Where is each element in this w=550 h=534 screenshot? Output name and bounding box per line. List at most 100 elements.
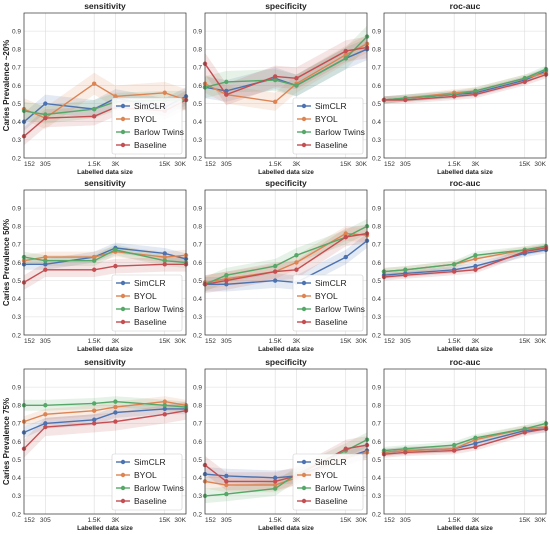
y-tick-label: 0.5 <box>193 101 202 108</box>
x-tick-label: 30K <box>355 338 367 345</box>
legend-marker-barlow-twins <box>120 306 126 312</box>
x-tick-label: 15K <box>159 517 171 524</box>
legend-label-simclr: SimCLR <box>315 278 347 288</box>
legend: SimCLR BYOL Barlow Twins Baseline <box>292 97 365 155</box>
series-line-barlow-twins <box>23 249 187 264</box>
y-tick-label: 0.7 <box>12 65 21 72</box>
legend-label-barlow-twins: Barlow Twins <box>315 483 365 493</box>
data-point-baseline <box>522 430 527 435</box>
data-point-byol <box>272 99 278 105</box>
x-tick-label: 30K <box>174 161 186 168</box>
ci-band-simclr <box>384 246 546 279</box>
x-tick-label: 1.5K <box>268 338 282 345</box>
data-point-baseline <box>91 114 97 119</box>
legend: SimCLR BYOL Barlow Twins Baseline <box>111 274 184 332</box>
x-axis-label: Labelled data size <box>437 169 493 176</box>
subplot-1-2: 0.2 0.3 0.4 0.5 0.6 0.7 0.8 0.9 152 305 1.5K 3K 15K 3… <box>372 178 549 353</box>
data-point-baseline <box>162 412 167 417</box>
y-tick-label: 0.3 <box>372 493 381 500</box>
data-point-baseline <box>224 278 229 283</box>
y-tick-label: 0.9 <box>372 28 381 35</box>
data-point-byol <box>91 254 97 260</box>
y-tick-label: 0.8 <box>372 403 381 410</box>
plot-frame <box>204 189 368 336</box>
legend-label-byol: BYOL <box>134 291 157 301</box>
data-point-baseline <box>272 479 278 484</box>
subplot-0-1: 0.2 0.3 0.4 0.5 0.6 0.7 0.8 0.9 152 305 1.5K 3K 15K 3… <box>193 1 370 176</box>
legend-box <box>111 97 183 155</box>
data-point-byol <box>91 408 97 413</box>
ci-band-byol <box>384 69 546 104</box>
x-tick-label: 152 <box>205 517 216 524</box>
legend-marker-barlow-twins <box>301 485 307 491</box>
subplot-1-0: 0.2 0.3 0.4 0.5 0.6 0.7 0.8 0.9 152 305 1.5K 3K 15K 3… <box>2 178 189 353</box>
series-line-baseline <box>23 410 187 450</box>
x-tick-label: 3K <box>292 161 301 168</box>
y-axis-label: Caries Prevalence ~20% <box>2 40 11 132</box>
legend-label-barlow-twins: Barlow Twins <box>134 483 184 493</box>
legend-label-barlow-twins: Barlow Twins <box>134 127 184 137</box>
y-tick-label: 0.4 <box>193 119 202 126</box>
data-point-baseline <box>403 97 408 103</box>
y-tick-label: 0.4 <box>12 296 21 303</box>
y-tick-label: 0.2 <box>193 155 202 162</box>
data-point-barlow-twins <box>91 401 97 406</box>
data-point-byol <box>43 254 48 260</box>
y-tick-label: 0.6 <box>372 83 381 90</box>
y-tick-label: 0.3 <box>193 493 202 500</box>
data-point-barlow-twins <box>294 83 299 88</box>
ci-band-simclr <box>384 67 546 104</box>
y-tick-label: 0.6 <box>193 260 202 267</box>
y-axis-label: Caries Prevalence 50% <box>2 219 11 306</box>
data-point-simclr <box>473 441 478 446</box>
data-point-barlow-twins <box>91 258 97 263</box>
legend-label-simclr: SimCLR <box>134 278 166 288</box>
data-point-baseline <box>343 446 348 451</box>
y-tick-label: 0.3 <box>193 314 202 321</box>
legend-label-byol: BYOL <box>315 114 338 124</box>
data-point-baseline <box>473 444 478 450</box>
ci-band-barlow-twins <box>384 65 546 104</box>
data-point-barlow-twins <box>522 76 527 81</box>
y-tick-label: 0.8 <box>193 403 202 410</box>
series-line-simclr <box>24 247 187 265</box>
x-axis-label: Labelled data size <box>258 525 314 532</box>
ci-band-byol <box>205 226 367 290</box>
series-line-baseline <box>383 428 547 455</box>
subplot-title: roc-auc <box>450 1 481 11</box>
plot-frame <box>383 189 547 336</box>
data-point-barlow-twins <box>451 442 457 448</box>
data-point-simclr <box>224 473 229 479</box>
data-point-simclr <box>272 278 278 283</box>
legend-box <box>111 274 183 332</box>
plot-frame <box>383 12 547 159</box>
data-point-baseline <box>91 267 97 272</box>
data-point-barlow-twins <box>343 56 348 61</box>
data-point-barlow-twins <box>473 435 478 441</box>
subplot-title: roc-auc <box>450 178 481 188</box>
x-tick-label: 3K <box>292 517 301 524</box>
data-point-baseline <box>451 448 457 453</box>
data-point-simclr <box>43 262 48 267</box>
data-point-baseline <box>473 92 478 97</box>
series-line-baseline <box>204 46 368 96</box>
series-line-simclr <box>205 240 368 285</box>
y-tick-label: 0.2 <box>372 155 381 162</box>
legend-marker-byol <box>301 116 307 122</box>
y-tick-label: 0.3 <box>372 314 381 321</box>
series-line-barlow-twins <box>204 225 368 285</box>
x-tick-label: 15K <box>340 338 352 345</box>
x-tick-label: 305 <box>221 338 232 345</box>
legend-label-baseline: Baseline <box>315 496 348 506</box>
y-tick-label: 0.7 <box>372 242 381 249</box>
subplot-1-1: 0.2 0.3 0.4 0.5 0.6 0.7 0.8 0.9 152 305 1.5K 3K 15K 3… <box>193 178 370 353</box>
data-point-baseline <box>91 421 97 426</box>
data-point-simclr <box>343 254 348 260</box>
legend-marker-baseline <box>301 319 307 325</box>
y-tick-label: 0.2 <box>372 511 381 518</box>
y-tick-label: 0.4 <box>372 119 381 126</box>
legend-marker-simclr <box>120 459 126 465</box>
ci-band-simclr <box>24 403 186 438</box>
legend-label-baseline: Baseline <box>134 317 167 327</box>
